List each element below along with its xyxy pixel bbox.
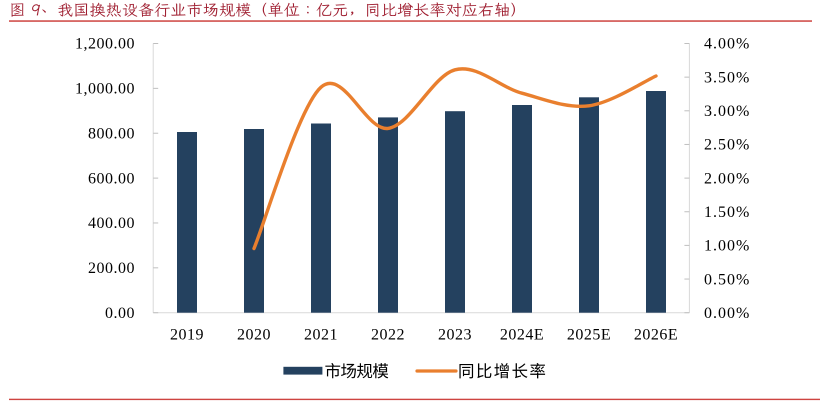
svg-text:0.00%: 0.00%	[704, 305, 750, 322]
svg-text:2022: 2022	[371, 327, 405, 344]
svg-text:0.00: 0.00	[105, 305, 135, 322]
svg-text:2.00%: 2.00%	[704, 170, 750, 187]
svg-text:1.50%: 1.50%	[704, 204, 750, 221]
svg-text:400.00: 400.00	[88, 215, 135, 232]
svg-text:800.00: 800.00	[88, 125, 135, 142]
svg-text:2024E: 2024E	[500, 327, 544, 344]
svg-text:1,200.00: 1,200.00	[75, 36, 135, 53]
svg-text:2025E: 2025E	[567, 327, 611, 344]
svg-text:2021: 2021	[304, 327, 338, 344]
svg-text:2.50%: 2.50%	[704, 137, 750, 154]
svg-text:3.50%: 3.50%	[704, 69, 750, 86]
svg-text:2023: 2023	[438, 327, 472, 344]
svg-text:4.00%: 4.00%	[704, 36, 750, 53]
svg-text:2019: 2019	[170, 327, 204, 344]
svg-text:200.00: 200.00	[88, 260, 135, 277]
svg-text:2026E: 2026E	[634, 327, 678, 344]
svg-text:0.50%: 0.50%	[704, 271, 750, 288]
svg-text:1.00%: 1.00%	[704, 238, 750, 255]
svg-text:3.00%: 3.00%	[704, 103, 750, 120]
svg-text:1,000.00: 1,000.00	[75, 81, 135, 98]
svg-text:2020: 2020	[237, 327, 271, 344]
svg-text:600.00: 600.00	[88, 170, 135, 187]
